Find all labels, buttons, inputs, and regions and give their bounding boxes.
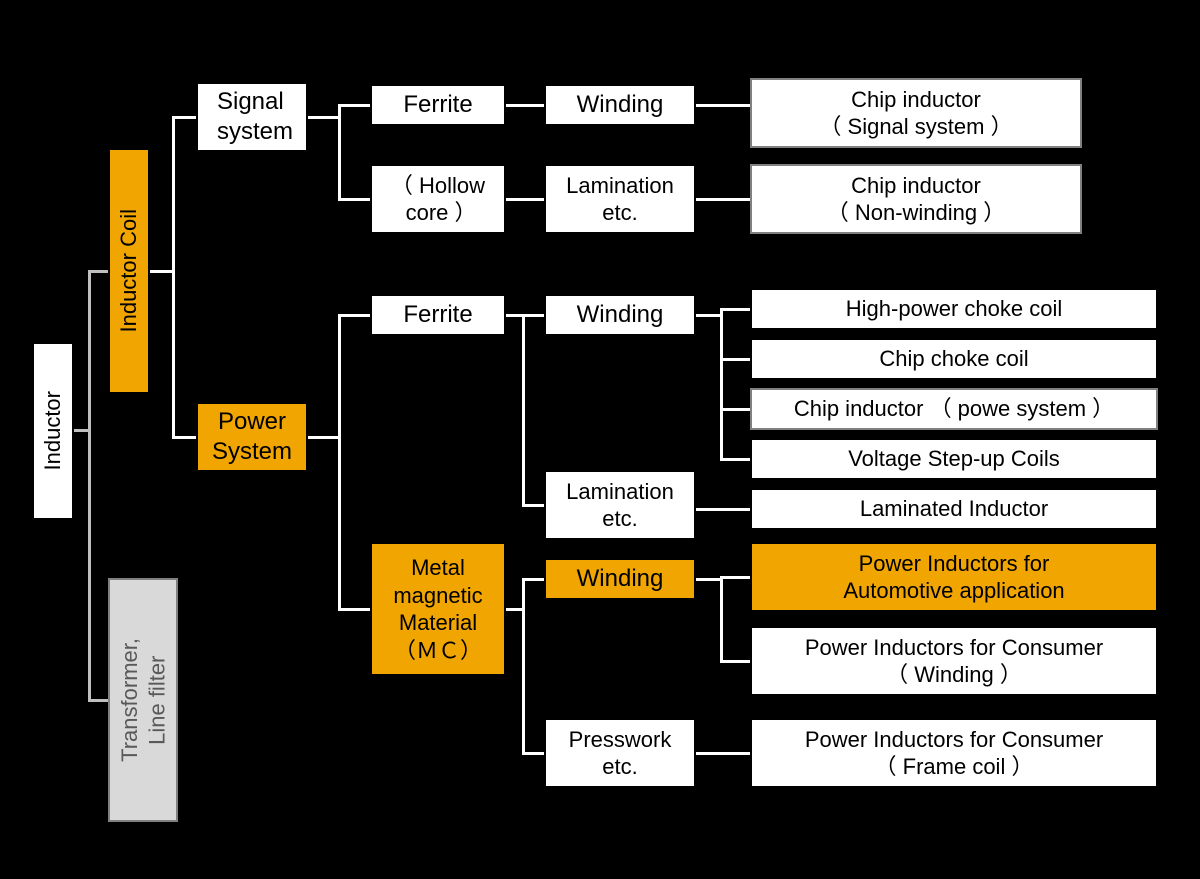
connector (522, 578, 544, 581)
node-presswork: Presswork etc. (544, 718, 696, 788)
connector (720, 576, 723, 663)
connector (338, 198, 370, 201)
node-ferrite-1: Ferrite (370, 84, 506, 126)
label-inductor-coil: Inductor Coil (115, 209, 143, 333)
label-ferrite-1: Ferrite (403, 90, 472, 120)
node-winding-2: Winding (544, 294, 696, 336)
label-presswork: Presswork etc. (569, 726, 672, 781)
connector (720, 358, 750, 361)
connector (506, 314, 544, 317)
label-lamination-1: Lamination etc. (566, 172, 674, 227)
node-inductor: Inductor (32, 342, 74, 520)
connector (338, 314, 370, 317)
connector (720, 308, 750, 311)
node-power-inductors-auto: Power Inductors for Automotive applicati… (750, 542, 1158, 612)
label-laminated-inductor: Laminated Inductor (860, 495, 1048, 523)
label-lamination-2: Lamination etc. (566, 478, 674, 533)
connector (696, 314, 720, 317)
label-inductor: Inductor (39, 391, 67, 471)
connector (150, 270, 172, 273)
connector (338, 104, 341, 201)
node-power-inductors-winding: Power Inductors for Consumer （ Winding ） (750, 626, 1158, 696)
connector (720, 458, 750, 461)
label-ferrite-2: Ferrite (403, 300, 472, 330)
connector (172, 116, 175, 439)
node-winding-1: Winding (544, 84, 696, 126)
label-power-inductors-auto: Power Inductors for Automotive applicati… (843, 550, 1064, 605)
node-ferrite-2: Ferrite (370, 294, 506, 336)
label-chip-inductor-nonwinding: Chip inductor （ Non-winding ） (827, 172, 1006, 227)
node-chip-inductor-signal: Chip inductor （ Signal system ） (750, 78, 1082, 148)
connector (696, 508, 750, 511)
connector (308, 436, 338, 439)
connector (88, 699, 108, 702)
connector (696, 198, 750, 201)
connector (522, 578, 525, 755)
label-transformer-line-filter: Transformer, Line filter (116, 638, 171, 762)
node-chip-inductor-nonwinding: Chip inductor （ Non-winding ） (750, 164, 1082, 234)
connector (338, 314, 341, 611)
node-lamination-2: Lamination etc. (544, 470, 696, 540)
label-high-power-choke: High-power choke coil (846, 295, 1062, 323)
connector (522, 504, 544, 507)
node-metal-magnetic: Metal magnetic Material （ＭＣ） (370, 542, 506, 676)
node-power-system: Power System (196, 402, 308, 472)
label-winding-1: Winding (577, 90, 664, 120)
node-laminated-inductor: Laminated Inductor (750, 488, 1158, 530)
label-winding-3: Winding (577, 564, 664, 594)
node-lamination-1: Lamination etc. (544, 164, 696, 234)
label-chip-choke: Chip choke coil (879, 345, 1028, 373)
connector (338, 608, 370, 611)
connector (720, 576, 750, 579)
node-signal-system: Signal system (196, 82, 308, 152)
connector (172, 116, 196, 119)
connector (696, 104, 750, 107)
connector (696, 578, 720, 581)
label-chip-inductor-power: Chip inductor （ powe system ） (794, 395, 1114, 423)
connector (308, 116, 338, 119)
connector (506, 104, 544, 107)
node-winding-3: Winding (544, 558, 696, 600)
label-voltage-stepup: Voltage Step-up Coils (848, 445, 1060, 473)
connector (506, 198, 544, 201)
node-chip-choke: Chip choke coil (750, 338, 1158, 380)
node-transformer-line-filter: Transformer, Line filter (108, 578, 178, 822)
label-chip-inductor-signal: Chip inductor （ Signal system ） (819, 86, 1012, 141)
connector (522, 314, 525, 507)
connector (720, 408, 750, 411)
label-power-inductors-winding: Power Inductors for Consumer （ Winding ） (805, 634, 1103, 689)
connector (88, 270, 91, 702)
label-winding-2: Winding (577, 300, 664, 330)
node-high-power-choke: High-power choke coil (750, 288, 1158, 330)
node-inductor-coil: Inductor Coil (108, 148, 150, 394)
node-power-inductors-frame: Power Inductors for Consumer （ Frame coi… (750, 718, 1158, 788)
label-power-system: Power System (212, 407, 292, 467)
label-metal-magnetic: Metal magnetic Material （ＭＣ） (393, 554, 482, 664)
connector (88, 270, 108, 273)
connector (338, 104, 370, 107)
label-signal-system: Signal system (217, 87, 293, 147)
connector (522, 752, 544, 755)
label-power-inductors-frame: Power Inductors for Consumer （ Frame coi… (805, 726, 1103, 781)
node-chip-inductor-power: Chip inductor （ powe system ） (750, 388, 1158, 430)
connector (720, 660, 750, 663)
node-hollow-core: （ Hollow core ） (370, 164, 506, 234)
connector (172, 436, 196, 439)
connector (696, 752, 750, 755)
label-hollow-core: （ Hollow core ） (391, 172, 485, 227)
connector (720, 308, 723, 461)
connector (506, 608, 522, 611)
node-voltage-stepup: Voltage Step-up Coils (750, 438, 1158, 480)
